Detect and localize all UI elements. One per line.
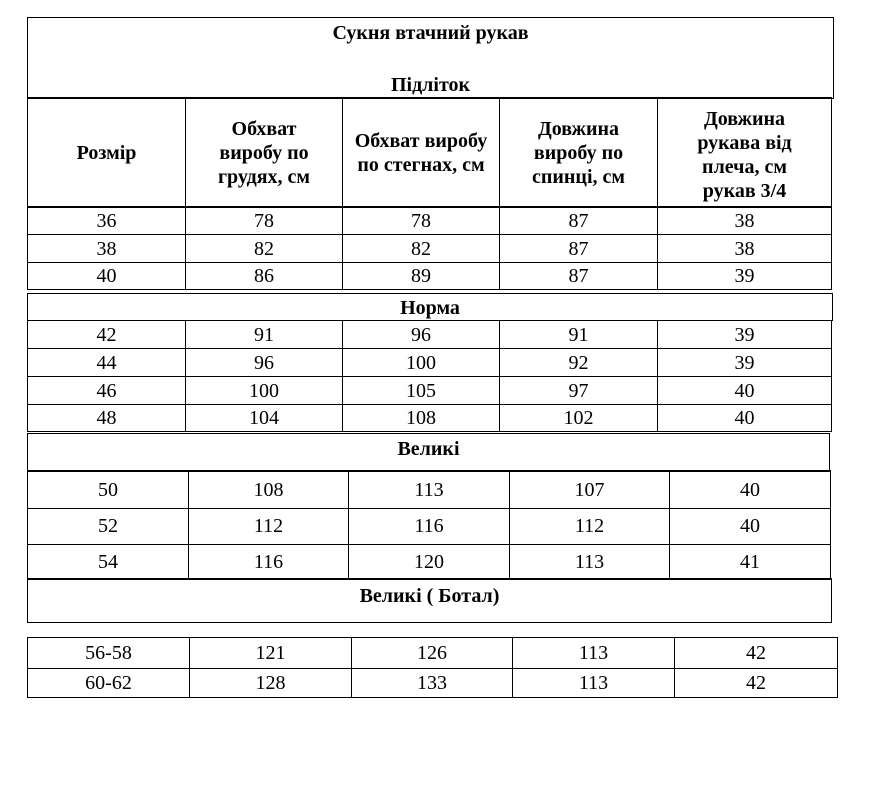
cell-sleeve: 40 <box>657 404 832 432</box>
cell-sleeve: 39 <box>657 262 832 290</box>
cell-sleeve: 42 <box>674 668 838 698</box>
cell-hips: 105 <box>342 376 500 405</box>
cell-size: 36 <box>27 206 186 235</box>
cell-length: 113 <box>512 637 675 669</box>
cell-length: 113 <box>509 543 670 580</box>
section-header-large: Великі <box>27 433 830 471</box>
teen-size-table: 36 78 78 87 38 38 82 82 87 38 40 86 89 87 39 <box>27 206 832 290</box>
cell-chest: 104 <box>185 404 343 432</box>
cell-chest: 91 <box>185 320 343 349</box>
cell-hips: 126 <box>351 637 513 669</box>
cell-chest: 108 <box>188 470 349 509</box>
norm-size-table: 42 91 96 91 39 44 96 100 92 39 46 100 105 97 40 48 104 10… <box>27 320 832 432</box>
cell-length: 87 <box>499 206 658 235</box>
table-row: 38 82 82 87 38 <box>27 234 832 263</box>
cell-hips: 116 <box>348 507 510 545</box>
document-title: Сукня втачний рукав <box>332 22 529 44</box>
cell-length: 107 <box>509 470 670 509</box>
cell-size: 48 <box>27 404 186 432</box>
botal-size-table: 56-58 121 126 113 42 60-62 128 133 113 42 <box>27 637 838 698</box>
cell-sleeve: 39 <box>657 348 832 377</box>
cell-chest: 112 <box>188 507 349 545</box>
cell-sleeve: 39 <box>657 320 832 349</box>
table-row: 50 108 113 107 40 <box>27 470 831 509</box>
cell-sleeve: 41 <box>669 543 831 580</box>
cell-hips: 120 <box>348 543 510 580</box>
table-row: 44 96 100 92 39 <box>27 348 832 377</box>
cell-hips: 100 <box>342 348 500 377</box>
table-row: 52 112 116 112 40 <box>27 507 831 545</box>
cell-hips: 113 <box>348 470 510 509</box>
cell-length: 113 <box>512 668 675 698</box>
section-header-norm: Норма <box>27 293 833 321</box>
large-size-table: 50 108 113 107 40 52 112 116 112 40 54 116 120 113 41 <box>27 470 831 580</box>
cell-size: 50 <box>27 470 189 509</box>
cell-size: 56-58 <box>27 637 190 669</box>
title-box: Сукня втачний рукав Підліток <box>27 17 834 99</box>
cell-hips: 96 <box>342 320 500 349</box>
cell-length: 112 <box>509 507 670 545</box>
cell-sleeve: 42 <box>674 637 838 669</box>
cell-chest: 121 <box>189 637 352 669</box>
cell-chest: 86 <box>185 262 343 290</box>
section-label-norm: Норма <box>400 297 460 319</box>
cell-sleeve: 40 <box>669 507 831 545</box>
cell-chest: 116 <box>188 543 349 580</box>
cell-chest: 78 <box>185 206 343 235</box>
cell-size: 42 <box>27 320 186 349</box>
cell-chest: 128 <box>189 668 352 698</box>
section-label-teen: Підліток <box>390 74 471 96</box>
col-header-size: Розмір <box>27 97 186 208</box>
table-row: 46 100 105 97 40 <box>27 376 832 405</box>
cell-chest: 100 <box>185 376 343 405</box>
table-row: 60-62 128 133 113 42 <box>27 668 838 698</box>
cell-length: 87 <box>499 262 658 290</box>
cell-size: 46 <box>27 376 186 405</box>
table-row: 54 116 120 113 41 <box>27 543 831 580</box>
cell-length: 97 <box>499 376 658 405</box>
cell-hips: 89 <box>342 262 500 290</box>
table-row: 56-58 121 126 113 42 <box>27 637 838 669</box>
cell-sleeve: 38 <box>657 234 832 263</box>
table-row: 48 104 108 102 40 <box>27 404 832 432</box>
cell-length: 87 <box>499 234 658 263</box>
cell-chest: 82 <box>185 234 343 263</box>
cell-sleeve: 38 <box>657 206 832 235</box>
cell-length: 92 <box>499 348 658 377</box>
cell-size: 60-62 <box>27 668 190 698</box>
section-label-large: Великі <box>397 438 460 460</box>
cell-chest: 96 <box>185 348 343 377</box>
cell-hips: 78 <box>342 206 500 235</box>
section-label-botal: Великі ( Ботал) <box>359 585 500 607</box>
header-table: Розмір Обхват виробу по грудях, см Обхва… <box>27 97 832 208</box>
cell-hips: 82 <box>342 234 500 263</box>
col-header-length: Довжина виробу по спинці, см <box>499 97 658 208</box>
cell-hips: 108 <box>342 404 500 432</box>
col-header-sleeve: Довжина рукава від плеча, см рукав 3/4 <box>657 97 832 208</box>
cell-sleeve: 40 <box>657 376 832 405</box>
cell-sleeve: 40 <box>669 470 831 509</box>
cell-size: 52 <box>27 507 189 545</box>
col-header-hips: Обхват виробу по стегнах, см <box>342 97 500 208</box>
cell-size: 44 <box>27 348 186 377</box>
cell-size: 38 <box>27 234 186 263</box>
cell-size: 54 <box>27 543 189 580</box>
cell-size: 40 <box>27 262 186 290</box>
cell-length: 102 <box>499 404 658 432</box>
col-header-chest: Обхват виробу по грудях, см <box>185 97 343 208</box>
section-header-botal: Великі ( Ботал) <box>27 578 832 623</box>
table-row: 40 86 89 87 39 <box>27 262 832 290</box>
cell-length: 91 <box>499 320 658 349</box>
table-row: 36 78 78 87 38 <box>27 206 832 235</box>
cell-hips: 133 <box>351 668 513 698</box>
table-row: 42 91 96 91 39 <box>27 320 832 349</box>
